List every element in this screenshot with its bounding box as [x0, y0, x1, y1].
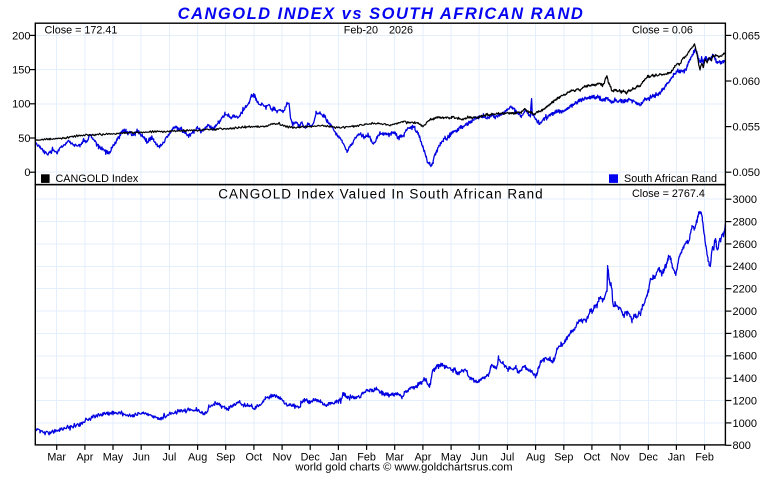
- svg-text:0.050: 0.050: [733, 167, 760, 179]
- svg-text:1000: 1000: [733, 418, 757, 430]
- svg-text:2600: 2600: [733, 239, 757, 251]
- svg-text:South African Rand: South African Rand: [624, 173, 717, 185]
- svg-text:Feb: Feb: [695, 451, 714, 463]
- svg-text:0: 0: [24, 167, 30, 179]
- svg-text:1600: 1600: [733, 351, 757, 363]
- svg-text:1800: 1800: [733, 328, 757, 340]
- svg-text:0.055: 0.055: [733, 122, 760, 134]
- svg-text:CANGOLD Index: CANGOLD Index: [56, 173, 139, 185]
- svg-text:Close = 2767.4: Close = 2767.4: [632, 188, 705, 200]
- svg-text:Nov: Nov: [610, 451, 630, 463]
- svg-text:1400: 1400: [733, 373, 757, 385]
- svg-text:Aug: Aug: [188, 451, 207, 463]
- svg-text:Close = 0.06: Close = 0.06: [632, 25, 693, 37]
- svg-text:Jun: Jun: [132, 451, 149, 463]
- svg-text:Mar: Mar: [47, 451, 66, 463]
- svg-text:CANGOLD INDEX vs SOUTH AFRICAN: CANGOLD INDEX vs SOUTH AFRICAN RAND: [178, 5, 585, 23]
- svg-text:Oct: Oct: [246, 451, 263, 463]
- svg-text:Aug: Aug: [526, 451, 545, 463]
- svg-text:2200: 2200: [733, 284, 757, 296]
- svg-text:Jan: Jan: [668, 451, 685, 463]
- svg-text:CANGOLD Index Valued In South: CANGOLD Index Valued In South African Ra…: [218, 187, 543, 202]
- svg-text:150: 150: [12, 65, 30, 77]
- svg-text:world gold charts © www.goldch: world gold charts © www.goldchartsrus.co…: [294, 462, 512, 474]
- svg-text:50: 50: [18, 133, 30, 145]
- svg-text:2000: 2000: [733, 306, 757, 318]
- svg-text:800: 800: [733, 440, 751, 452]
- svg-text:200: 200: [12, 30, 30, 42]
- svg-text:May: May: [103, 451, 124, 463]
- svg-text:2800: 2800: [733, 217, 757, 229]
- svg-text:Dec: Dec: [639, 451, 659, 463]
- svg-text:Jul: Jul: [162, 451, 176, 463]
- svg-text:2400: 2400: [733, 261, 757, 273]
- svg-text:3000: 3000: [733, 194, 757, 206]
- svg-text:100: 100: [12, 99, 30, 111]
- svg-text:Close = 172.41: Close = 172.41: [45, 25, 118, 37]
- svg-text:Sep: Sep: [216, 451, 235, 463]
- svg-text:Sep: Sep: [554, 451, 573, 463]
- svg-text:0.060: 0.060: [733, 76, 760, 88]
- svg-text:1200: 1200: [733, 395, 757, 407]
- svg-text:Apr: Apr: [76, 451, 93, 463]
- svg-text:Nov: Nov: [272, 451, 292, 463]
- svg-text:0.065: 0.065: [733, 30, 760, 42]
- svg-text:Oct: Oct: [584, 451, 601, 463]
- svg-text:Feb-20 2026: Feb-20 2026: [344, 25, 413, 37]
